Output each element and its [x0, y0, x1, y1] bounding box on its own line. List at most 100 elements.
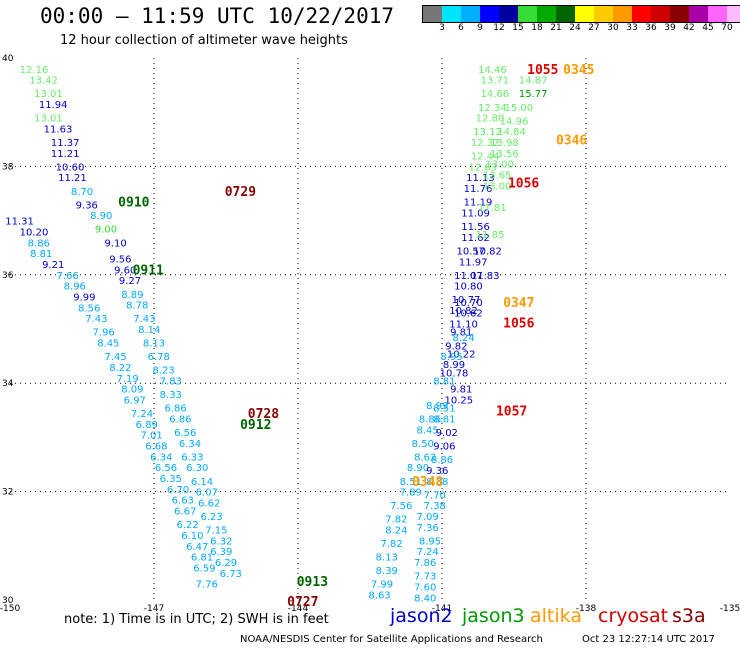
wave-height-value: 6.14 — [191, 477, 213, 488]
wave-height-value: 12.34 — [478, 103, 507, 114]
color-scale-label: 45 — [702, 23, 714, 33]
wave-height-value: 8.24 — [452, 333, 474, 344]
wave-height-value: 7.36 — [416, 523, 438, 534]
x-tick-label: -144 — [288, 604, 309, 614]
wave-height-value: 8.81 — [30, 249, 52, 260]
wave-height-value: 11.21 — [51, 149, 80, 160]
wave-height-value: 11.21 — [58, 173, 87, 184]
color-swatch — [613, 6, 632, 22]
wave-height-value: 6.32 — [210, 536, 232, 547]
wave-height-value: 6.22 — [176, 520, 198, 531]
wave-height-value: 8.38 — [426, 477, 448, 488]
wave-height-value: 6.35 — [160, 474, 182, 485]
wave-height-value: 6.73 — [220, 569, 242, 580]
track-time-label: 0913 — [297, 575, 328, 590]
wave-height-value: 8.81 — [433, 376, 455, 387]
x-tick-label: -147 — [144, 604, 164, 614]
track-time-label: 1055 — [527, 63, 558, 78]
footer-credit: NOAA/NESDIS Center for Satellite Applica… — [240, 634, 543, 645]
wave-height-value: 8.99 — [443, 360, 465, 371]
color-scale-label: 39 — [664, 23, 676, 33]
wave-height-value: 10.25 — [444, 395, 473, 406]
wave-height-value: 8.63 — [368, 591, 390, 602]
wave-height-value: 6.10 — [181, 531, 203, 542]
wave-height-value: 6.86 — [169, 414, 191, 425]
wave-height-value: 13.42 — [29, 76, 58, 87]
wave-height-value: 10.60 — [56, 162, 85, 173]
wave-height-value: 9.99 — [73, 292, 95, 303]
wave-height-value: 8.45 — [416, 425, 438, 436]
wave-height-value: 6.34 — [150, 452, 172, 463]
wave-height-value: 12.16 — [20, 65, 49, 76]
wave-height-value: 9.27 — [119, 276, 141, 287]
wave-height-value: 7.89 — [400, 488, 422, 499]
wave-height-value: 7.76 — [196, 580, 218, 591]
wave-height-value: 8.90 — [90, 211, 112, 222]
legend-s3a: s3a — [672, 605, 706, 627]
wave-height-value: 8.99 — [426, 401, 448, 412]
color-swatch — [594, 6, 613, 22]
wave-height-value: 9.36 — [426, 466, 448, 477]
wave-height-value: 7.83 — [160, 376, 182, 387]
wave-height-value: 6.29 — [215, 558, 237, 569]
legend-cryosat: cryosat — [598, 605, 669, 627]
wave-height-value: 8.13 — [376, 553, 398, 564]
color-scale-label: 3 — [439, 23, 445, 33]
wave-height-value: 8.39 — [376, 566, 398, 577]
wave-height-value: 8.14 — [138, 325, 160, 336]
color-swatch — [575, 6, 594, 22]
wave-height-value: 6.33 — [181, 452, 203, 463]
wave-height-value: 9.06 — [433, 442, 455, 453]
y-tick-label: 34 — [2, 379, 14, 389]
wave-height-value: 8.45 — [97, 339, 119, 350]
wave-height-value: 11.56 — [461, 222, 490, 233]
color-scale-label: 70 — [721, 23, 733, 33]
wave-height-value: 6.56 — [174, 428, 196, 439]
x-tick-label: -141 — [432, 604, 452, 614]
legend-jason2: jason2 — [390, 605, 453, 627]
wave-height-value: 10.80 — [454, 282, 483, 293]
wave-height-value: 7.82 — [380, 539, 402, 550]
wave-height-value: 12.80 — [476, 114, 505, 125]
wave-height-value: 8.50 — [412, 439, 434, 450]
wave-height-value: 7.45 — [104, 352, 126, 363]
wave-height-value: 6.56 — [155, 463, 177, 474]
wave-height-value: 8.86 — [419, 414, 441, 425]
wave-height-value: 6.68 — [145, 442, 167, 453]
x-tick-label: -138 — [576, 604, 597, 614]
wave-height-value: 10.70 — [454, 298, 483, 309]
page-subtitle: 12 hour collection of altimeter wave hei… — [60, 33, 348, 48]
color-scale-label: 42 — [683, 23, 695, 33]
color-swatch — [556, 6, 575, 22]
wave-height-value: 10.82 — [449, 306, 478, 317]
track-time-label: 0912 — [240, 418, 271, 433]
wave-height-value: 7.38 — [424, 501, 446, 512]
y-tick-label: 30 — [2, 596, 14, 606]
color-swatch — [708, 6, 727, 22]
wave-height-value: 8.24 — [385, 526, 407, 537]
track-time-label: 0346 — [556, 133, 587, 148]
color-swatch — [518, 6, 537, 22]
wave-height-value: 10.20 — [20, 227, 49, 238]
wave-height-value: 13.71 — [480, 76, 509, 87]
wave-height-value: 13.56 — [490, 149, 519, 160]
y-tick-label: 32 — [2, 488, 13, 498]
legend-altika: altika — [530, 605, 582, 627]
track-time-label: 0911 — [133, 263, 164, 278]
wave-height-value: 15.00 — [504, 103, 533, 114]
color-scale-bar — [422, 5, 740, 23]
wave-height-value: 9.02 — [436, 428, 458, 439]
wave-height-value: 7.09 — [416, 512, 438, 523]
wave-height-value: 8.33 — [160, 390, 182, 401]
wave-height-value: 10.78 — [440, 368, 469, 379]
color-swatch — [480, 6, 499, 22]
wave-height-value: 7.43 — [133, 314, 155, 325]
wave-height-value: 8.70 — [71, 187, 93, 198]
wave-height-value: 7.15 — [205, 526, 227, 537]
color-scale-label: 27 — [588, 23, 600, 33]
wave-height-value: 8.13 — [143, 339, 165, 350]
color-scale-label: 12 — [493, 23, 505, 33]
